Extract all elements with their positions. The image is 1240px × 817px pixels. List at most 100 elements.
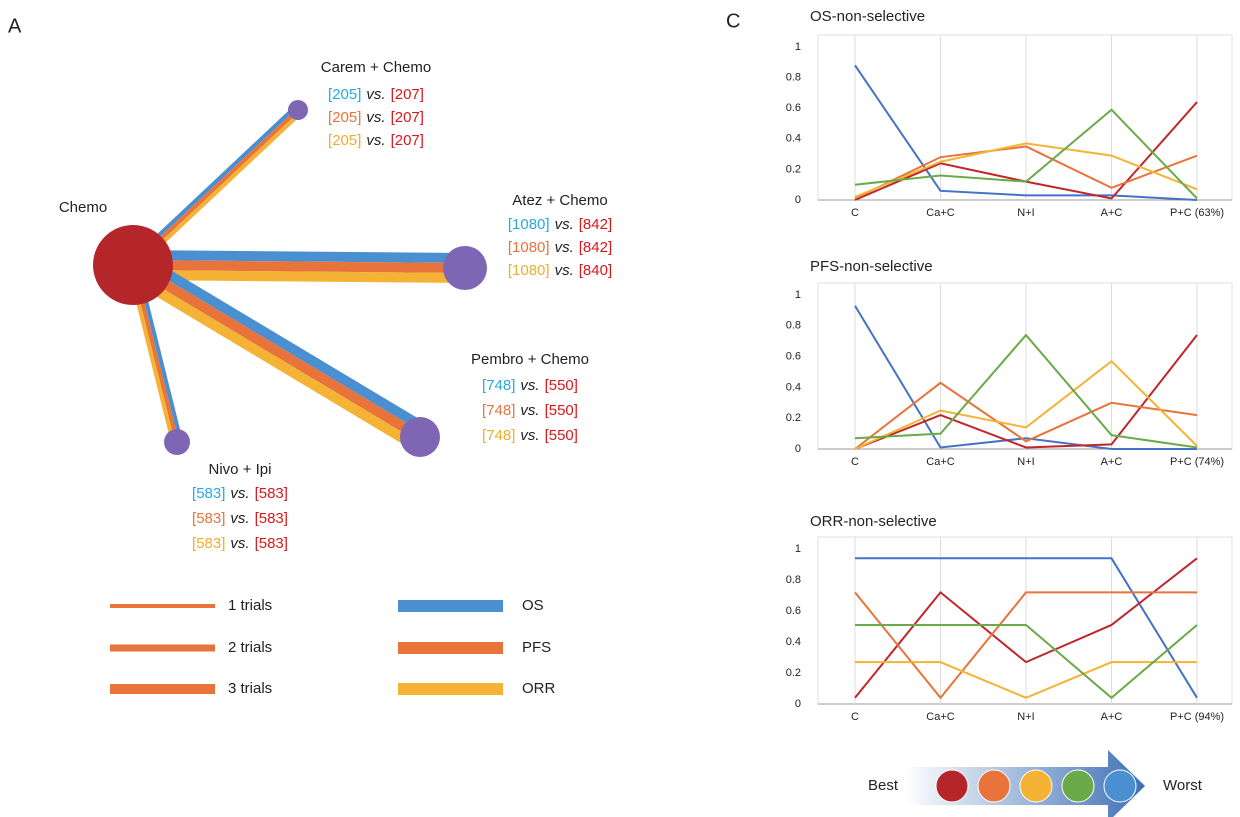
plot-frame	[817, 282, 1233, 450]
comparison: [205] vs. [207]	[328, 109, 424, 126]
rank-start: Best	[868, 777, 899, 794]
sample-size: [583]	[192, 535, 225, 552]
series-line	[854, 359, 1198, 450]
comparison: [205] vs. [207]	[328, 86, 424, 103]
x-tick-label: A+C	[1101, 456, 1123, 468]
versus: vs.	[520, 377, 539, 394]
sample-size: [550]	[545, 377, 578, 394]
network-edge	[135, 252, 428, 433]
series-line	[854, 142, 1198, 198]
network-edge	[133, 250, 466, 264]
series-line	[854, 334, 1198, 450]
comparison: [583] vs. [583]	[192, 535, 288, 552]
versus: vs.	[230, 510, 249, 527]
series-line	[854, 557, 1198, 699]
sample-size: [550]	[545, 402, 578, 419]
sample-size: [842]	[579, 216, 612, 233]
network-node	[288, 100, 308, 120]
comparison: [748] vs. [550]	[482, 402, 578, 419]
sample-size: [583]	[255, 510, 288, 527]
chart-title: OS-non-selective	[810, 8, 925, 25]
y-tick-label: 0.8	[786, 320, 801, 332]
sample-size: [207]	[391, 132, 424, 149]
versus: vs.	[555, 216, 574, 233]
comparison: [205] vs. [207]	[328, 132, 424, 149]
node-label: Carem + Chemo	[321, 59, 431, 76]
series-line	[854, 108, 1198, 200]
chart-title: ORR-non-selective	[810, 513, 937, 530]
network-node	[93, 225, 173, 305]
series-line	[855, 661, 1197, 699]
network-edge	[130, 260, 423, 442]
x-tick-label: Ca+C	[926, 456, 954, 468]
y-tick-label: 0.4	[786, 636, 801, 648]
sample-size: [205]	[328, 86, 361, 103]
chart-title: PFS-non-selective	[810, 258, 933, 275]
legend-label: OS	[522, 597, 544, 614]
sample-size: [207]	[391, 109, 424, 126]
x-tick-label: C	[851, 456, 859, 468]
rank-circle	[1019, 769, 1053, 803]
series-line	[855, 623, 1198, 700]
sample-size: [1080]	[508, 262, 550, 279]
sample-size: [550]	[545, 427, 578, 444]
legend-label: 1 trials	[228, 597, 272, 614]
comparison: [1080] vs. [842]	[508, 239, 612, 256]
node-label: Nivo + Ipi	[209, 461, 272, 478]
x-tick-label: N+I	[1017, 456, 1034, 468]
versus: vs.	[230, 535, 249, 552]
comparison: [583] vs. [583]	[192, 485, 288, 502]
series-line	[855, 557, 1198, 699]
x-tick-label: N+I	[1017, 207, 1034, 219]
sample-size: [748]	[482, 377, 515, 394]
y-tick-label: 0.8	[786, 574, 801, 586]
node-label: Chemo	[59, 199, 107, 216]
comparison: [1080] vs. [842]	[508, 216, 612, 233]
sample-size: [842]	[579, 239, 612, 256]
versus: vs.	[230, 485, 249, 502]
sample-size: [583]	[255, 485, 288, 502]
x-tick-label: P+C (63%)	[1170, 207, 1224, 219]
rank-end: Worst	[1163, 777, 1203, 794]
y-tick-label: 0.4	[786, 381, 801, 393]
x-tick-label: N+I	[1017, 711, 1034, 723]
versus: vs.	[555, 239, 574, 256]
legend-label: 3 trials	[228, 680, 272, 697]
versus: vs.	[520, 427, 539, 444]
y-tick-label: 0.4	[786, 133, 801, 145]
sample-size: [840]	[579, 262, 612, 279]
series-line	[854, 333, 1198, 449]
sample-size: [207]	[391, 86, 424, 103]
rank-circle	[1103, 769, 1137, 803]
network-edge	[132, 260, 466, 273]
network-node	[443, 246, 487, 290]
sample-size: [205]	[328, 109, 361, 126]
y-tick-label: 1	[795, 543, 801, 555]
network-edge	[132, 269, 465, 283]
sample-size: [583]	[192, 510, 225, 527]
versus: vs.	[555, 262, 574, 279]
series-line	[854, 64, 1198, 201]
sample-size: [583]	[192, 485, 225, 502]
node-label: Pembro + Chemo	[471, 351, 589, 368]
sample-size: [1080]	[508, 216, 550, 233]
y-tick-label: 0.6	[786, 605, 801, 617]
comparison: [1080] vs. [840]	[508, 262, 612, 279]
sample-size: [1080]	[508, 239, 550, 256]
versus: vs.	[366, 132, 385, 149]
node-label: Atez + Chemo	[512, 192, 607, 209]
y-tick-label: 0.2	[786, 667, 801, 679]
x-tick-label: P+C (74%)	[1170, 456, 1224, 468]
legend-label: ORR	[522, 680, 556, 697]
legend-label: 2 trials	[228, 639, 272, 656]
x-tick-label: Ca+C	[926, 207, 954, 219]
sample-size: [748]	[482, 427, 515, 444]
panel-label: A	[8, 15, 22, 37]
rank-circle	[977, 769, 1011, 803]
sample-size: [205]	[328, 132, 361, 149]
legend-label: PFS	[522, 639, 551, 656]
sample-size: [583]	[255, 535, 288, 552]
network-edge	[125, 269, 418, 450]
rank-circle	[935, 769, 969, 803]
